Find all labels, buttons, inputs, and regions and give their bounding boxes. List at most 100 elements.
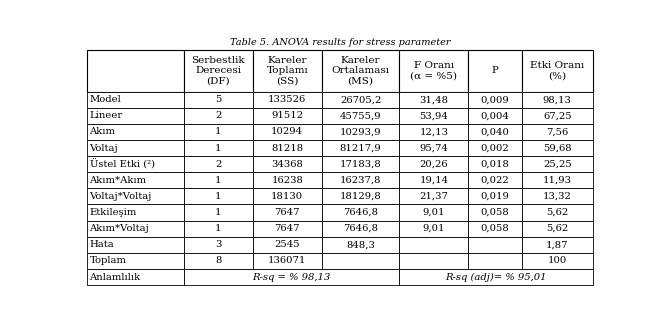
Bar	[399, 253, 469, 269]
Text: 81217,9: 81217,9	[339, 144, 381, 153]
Text: Table 5. ANOVA results for stress parameter: Table 5. ANOVA results for stress parame…	[229, 38, 450, 47]
Text: 1,87: 1,87	[546, 240, 568, 249]
Text: 8: 8	[215, 256, 221, 265]
Text: P: P	[492, 66, 499, 75]
Text: 5: 5	[215, 95, 221, 104]
Text: Voltaj: Voltaj	[90, 144, 118, 153]
Text: 67,25: 67,25	[543, 111, 572, 120]
Bar	[469, 253, 522, 269]
Text: 7647: 7647	[274, 224, 300, 233]
Bar	[253, 221, 322, 237]
Bar	[399, 204, 469, 221]
Bar	[399, 269, 593, 285]
Bar	[253, 140, 322, 156]
Bar	[184, 156, 253, 172]
Bar	[522, 253, 593, 269]
Bar	[522, 124, 593, 140]
Bar	[399, 188, 469, 204]
Bar	[87, 50, 184, 92]
Bar	[399, 237, 469, 253]
Bar	[87, 108, 184, 124]
Text: 7,56: 7,56	[546, 128, 568, 137]
Text: 21,37: 21,37	[420, 192, 448, 201]
Bar	[469, 237, 522, 253]
Bar	[87, 92, 184, 108]
Bar	[87, 237, 184, 253]
Bar	[469, 108, 522, 124]
Text: Kareler
Ortalaması
(MS): Kareler Ortalaması (MS)	[332, 55, 390, 86]
Bar	[253, 108, 322, 124]
Bar	[522, 50, 593, 92]
Text: Kareler
Toplamı
(SS): Kareler Toplamı (SS)	[267, 55, 308, 86]
Text: 1: 1	[215, 144, 221, 153]
Text: Akım*Akım: Akım*Akım	[90, 176, 147, 185]
Bar	[322, 253, 399, 269]
Text: 1: 1	[215, 176, 221, 185]
Bar	[184, 124, 253, 140]
Text: 91512: 91512	[271, 111, 304, 120]
Bar	[399, 92, 469, 108]
Bar	[399, 172, 469, 188]
Text: 59,68: 59,68	[543, 144, 572, 153]
Text: 20,26: 20,26	[420, 160, 448, 169]
Text: 16238: 16238	[271, 176, 303, 185]
Text: 1: 1	[215, 224, 221, 233]
Text: 0,018: 0,018	[481, 160, 510, 169]
Text: 100: 100	[548, 256, 567, 265]
Text: Toplam: Toplam	[90, 256, 127, 265]
Text: 848,3: 848,3	[346, 240, 375, 249]
Bar	[522, 221, 593, 237]
Bar	[184, 188, 253, 204]
Bar	[469, 124, 522, 140]
Text: 5,62: 5,62	[546, 208, 568, 217]
Text: 1: 1	[215, 192, 221, 201]
Bar	[399, 50, 469, 92]
Bar	[87, 204, 184, 221]
Bar	[322, 50, 399, 92]
Bar	[184, 204, 253, 221]
Bar	[184, 221, 253, 237]
Text: 31,48: 31,48	[420, 95, 448, 104]
Bar	[253, 237, 322, 253]
Text: 0,002: 0,002	[481, 144, 509, 153]
Text: 7646,8: 7646,8	[343, 208, 378, 217]
Text: R-sq (adj)= % 95,01: R-sq (adj)= % 95,01	[446, 272, 547, 282]
Bar	[253, 172, 322, 188]
Bar	[522, 204, 593, 221]
Bar	[399, 108, 469, 124]
Text: 12,13: 12,13	[420, 128, 448, 137]
Bar	[522, 156, 593, 172]
Bar	[87, 172, 184, 188]
Text: 136071: 136071	[268, 256, 306, 265]
Text: Üstel Etki (²): Üstel Etki (²)	[90, 159, 154, 169]
Bar	[399, 140, 469, 156]
Bar	[469, 92, 522, 108]
Bar	[399, 124, 469, 140]
Bar	[87, 188, 184, 204]
Bar	[399, 156, 469, 172]
Text: 11,93: 11,93	[543, 176, 572, 185]
Bar	[184, 172, 253, 188]
Bar	[253, 156, 322, 172]
Bar	[322, 140, 399, 156]
Text: Hata: Hata	[90, 240, 114, 249]
Text: 0,004: 0,004	[481, 111, 510, 120]
Bar	[522, 188, 593, 204]
Bar	[322, 156, 399, 172]
Text: 1: 1	[215, 208, 221, 217]
Text: 16237,8: 16237,8	[340, 176, 381, 185]
Bar	[469, 50, 522, 92]
Bar	[253, 124, 322, 140]
Bar	[469, 204, 522, 221]
Text: Serbestlik
Derecesi
(DF): Serbestlik Derecesi (DF)	[192, 55, 245, 86]
Text: 0,058: 0,058	[481, 224, 509, 233]
Text: 81218: 81218	[271, 144, 304, 153]
Text: 2: 2	[215, 111, 221, 120]
Text: F Oranı
(α = %5): F Oranı (α = %5)	[410, 61, 457, 80]
Bar	[184, 92, 253, 108]
Text: 7647: 7647	[274, 208, 300, 217]
Text: 3: 3	[215, 240, 221, 249]
Text: 98,13: 98,13	[543, 95, 572, 104]
Bar	[87, 269, 184, 285]
Bar	[522, 237, 593, 253]
